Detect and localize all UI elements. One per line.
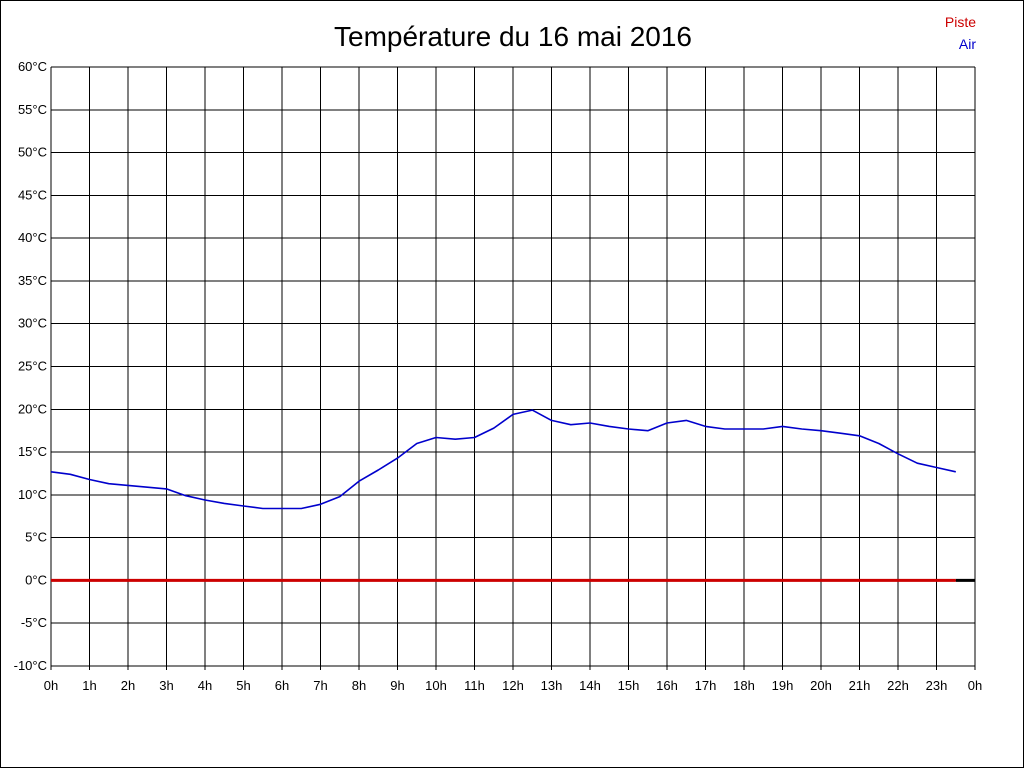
legend-entry-air: Air [959, 36, 976, 52]
x-tick-label: 3h [159, 678, 173, 693]
y-tick-label: 10°C [18, 487, 47, 502]
y-tick-label: -5°C [21, 615, 47, 630]
x-tick-label: 1h [82, 678, 96, 693]
legend-entry-piste: Piste [945, 14, 976, 30]
chart-title: Température du 16 mai 2016 [334, 21, 692, 52]
x-tick-label: 22h [887, 678, 909, 693]
y-tick-label: 20°C [18, 401, 47, 416]
y-tick-label: 25°C [18, 359, 47, 374]
x-tick-label: 15h [618, 678, 640, 693]
x-tick-label: 9h [390, 678, 404, 693]
y-tick-label: 5°C [25, 530, 47, 545]
x-tick-label: 7h [313, 678, 327, 693]
x-axis-ticks: 0h 1h 2h 3h 4h 5h 6h 7h 8h 9h 10h 11h 12h 13h 14h 15h 16… [44, 678, 982, 693]
x-tick-label: 8h [352, 678, 366, 693]
x-tick-label: 12h [502, 678, 524, 693]
legend: Piste Air [945, 14, 976, 52]
x-tick-label: 11h [464, 678, 485, 693]
x-tick-label: 18h [733, 678, 755, 693]
x-tick-label: 13h [541, 678, 563, 693]
y-tick-label: 35°C [18, 273, 47, 288]
x-tick-label: 2h [121, 678, 135, 693]
x-tick-label: 19h [772, 678, 794, 693]
x-tick-label: 21h [849, 678, 871, 693]
y-tick-label: -10°C [14, 658, 47, 673]
x-tick-label: 6h [275, 678, 289, 693]
y-tick-label: 55°C [18, 102, 47, 117]
y-tick-label: 60°C [18, 59, 47, 74]
x-tick-label: 17h [695, 678, 717, 693]
x-tick-label: 10h [425, 678, 447, 693]
y-tick-label: 0°C [25, 572, 47, 587]
y-tick-label: 50°C [18, 145, 47, 160]
x-tick-label: 0h [44, 678, 58, 693]
y-tick-label: 15°C [18, 444, 47, 459]
y-tick-label: 45°C [18, 187, 47, 202]
y-tick-label: 30°C [18, 316, 47, 331]
series-line-air [50, 409, 956, 510]
x-tick-label: 5h [236, 678, 250, 693]
x-tick-label: 14h [579, 678, 601, 693]
x-tick-label: 23h [926, 678, 948, 693]
x-tick-label: 16h [656, 678, 678, 693]
x-tick-label: 20h [810, 678, 832, 693]
x-tick-label: 0h [968, 678, 982, 693]
x-tick-label: 4h [198, 678, 212, 693]
y-tick-label: 40°C [18, 230, 47, 245]
series-lines [50, 409, 975, 582]
y-axis-ticks: 60°C 55°C 50°C 45°C 40°C 35°C 30°C 25°C 20°C 15°C… [14, 59, 47, 673]
